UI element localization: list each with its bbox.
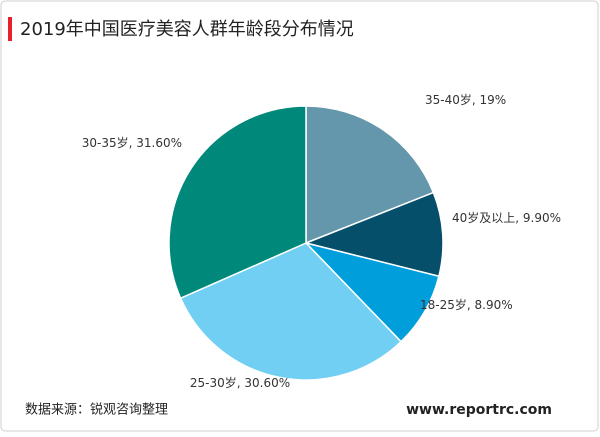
slice-value-label: 19% xyxy=(480,93,507,107)
slice-value-label: 9.90% xyxy=(523,211,561,225)
slice-category: 18-25岁 xyxy=(420,297,467,312)
slice-value-label: 30.60% xyxy=(244,376,290,390)
title-accent xyxy=(8,17,12,41)
chart-title: 2019年中国医疗美容人群年龄段分布情况 xyxy=(20,19,354,40)
slice-value-label: 8.90% xyxy=(475,298,513,312)
label-separator: , xyxy=(237,376,245,390)
pie-slice xyxy=(303,191,444,278)
slice-value-label: 31.60% xyxy=(136,136,182,150)
pie: 35-40岁, 19% 40岁及以上, 9.90% 18-25岁, 8.90% 25-… xyxy=(82,92,561,390)
slice-label: 40岁及以上, 9.90% xyxy=(452,210,561,225)
slice-label: 18-25岁, 8.90% xyxy=(420,297,513,312)
pie-slice xyxy=(168,105,307,300)
label-separator: , xyxy=(129,136,137,150)
pie-slice xyxy=(305,105,435,245)
slice-category: 40岁及以上 xyxy=(452,210,515,225)
slice-label: 30-35岁, 31.60% xyxy=(82,135,182,150)
label-separator: , xyxy=(515,211,523,225)
source: 数据来源：锐观咨询整理 xyxy=(25,403,168,418)
slice-label: 25-30岁, 30.60% xyxy=(190,375,290,390)
pie-slice xyxy=(179,242,403,381)
slice-category: 25-30岁 xyxy=(190,375,237,390)
label-separator: , xyxy=(472,93,480,107)
slice-label: 35-40岁, 19% xyxy=(425,92,506,107)
slice-category: 30-35岁 xyxy=(82,135,129,150)
website: www.reportrc.com xyxy=(406,402,552,418)
label-separator: , xyxy=(467,298,475,312)
slice-category: 35-40岁 xyxy=(425,92,472,107)
